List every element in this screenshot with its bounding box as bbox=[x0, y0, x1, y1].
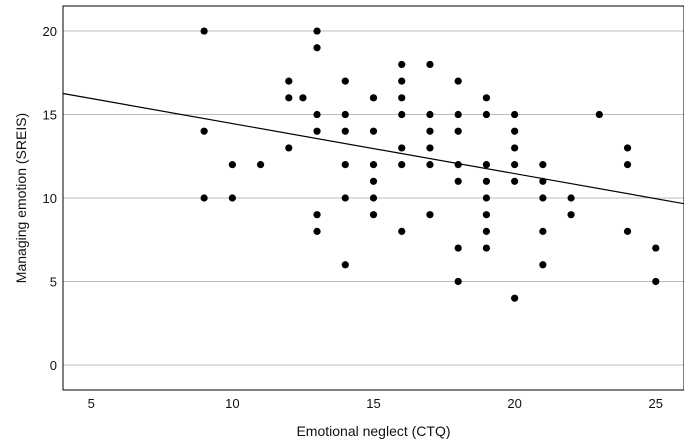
data-point bbox=[369, 161, 378, 169]
data-point bbox=[454, 77, 462, 85]
data-point bbox=[454, 277, 462, 286]
y-tick-label: 20 bbox=[43, 24, 57, 39]
data-point bbox=[511, 144, 519, 152]
data-point bbox=[426, 144, 434, 152]
data-point bbox=[313, 44, 321, 52]
data-point bbox=[200, 127, 208, 135]
data-point bbox=[482, 177, 491, 185]
data-point bbox=[454, 110, 462, 119]
data-point bbox=[285, 144, 293, 152]
data-point bbox=[285, 77, 293, 85]
data-point bbox=[511, 294, 519, 302]
data-point bbox=[369, 194, 378, 202]
data-point bbox=[454, 161, 462, 169]
data-point bbox=[369, 177, 378, 185]
data-point bbox=[341, 77, 349, 85]
data-point bbox=[539, 161, 547, 169]
data-point bbox=[285, 94, 293, 102]
data-point bbox=[341, 194, 349, 202]
data-point bbox=[482, 110, 491, 119]
data-point bbox=[539, 227, 547, 235]
fit-line-group bbox=[62, 92, 684, 205]
data-point bbox=[482, 194, 491, 202]
y-axis-label: Managing emotion (SREIS) bbox=[13, 113, 29, 283]
data-point bbox=[341, 127, 349, 135]
data-point bbox=[454, 244, 462, 252]
data-point bbox=[426, 60, 434, 69]
data-point bbox=[454, 127, 462, 135]
data-point bbox=[539, 194, 547, 202]
data-point bbox=[398, 110, 406, 119]
data-point bbox=[369, 127, 378, 135]
plot-area-frame bbox=[62, 5, 684, 391]
data-point bbox=[482, 244, 491, 252]
data-point bbox=[623, 227, 632, 235]
data-point bbox=[623, 144, 632, 152]
data-point bbox=[398, 144, 406, 152]
data-point bbox=[482, 161, 491, 169]
data-point bbox=[567, 194, 575, 202]
data-point bbox=[313, 227, 321, 235]
data-point bbox=[341, 161, 349, 169]
data-point bbox=[454, 177, 462, 185]
data-point bbox=[652, 244, 660, 252]
data-point bbox=[426, 211, 434, 219]
data-point bbox=[652, 277, 660, 286]
data-point bbox=[539, 177, 547, 185]
data-point bbox=[595, 110, 603, 119]
data-point bbox=[313, 110, 321, 119]
data-point bbox=[567, 211, 575, 219]
data-point bbox=[511, 161, 519, 169]
data-point bbox=[511, 127, 519, 135]
data-point bbox=[426, 127, 434, 135]
data-point bbox=[200, 194, 208, 202]
x-tick-label: 15 bbox=[366, 396, 380, 411]
data-point bbox=[398, 77, 406, 85]
data-point bbox=[482, 227, 491, 235]
x-axis-label: Emotional neglect (CTQ) bbox=[296, 423, 450, 439]
data-point bbox=[341, 261, 349, 269]
data-point bbox=[539, 261, 547, 269]
data-point bbox=[228, 161, 236, 169]
y-axis-ticks: 0 5 10 15 20 bbox=[43, 24, 57, 373]
y-tick-label: 10 bbox=[43, 191, 57, 206]
data-point bbox=[398, 227, 406, 235]
data-point bbox=[426, 110, 434, 119]
y-tick-label: 15 bbox=[43, 108, 57, 123]
data-point bbox=[256, 161, 265, 169]
data-point bbox=[398, 161, 406, 169]
data-points bbox=[200, 27, 660, 302]
data-point bbox=[482, 211, 491, 219]
data-point bbox=[313, 27, 321, 35]
data-point bbox=[482, 94, 491, 102]
fit-line bbox=[62, 92, 684, 205]
data-point bbox=[511, 110, 519, 119]
data-point bbox=[313, 211, 321, 219]
data-point bbox=[398, 94, 406, 102]
data-point bbox=[426, 161, 434, 169]
data-point bbox=[299, 94, 307, 102]
x-tick-label: 10 bbox=[225, 396, 239, 411]
data-point bbox=[369, 94, 378, 102]
data-point bbox=[200, 27, 208, 35]
x-tick-label: 20 bbox=[507, 396, 521, 411]
data-point bbox=[398, 60, 406, 69]
x-tick-label: 25 bbox=[649, 396, 663, 411]
data-point bbox=[623, 161, 632, 169]
y-tick-label: 0 bbox=[50, 358, 57, 373]
data-point bbox=[341, 110, 349, 119]
y-tick-label: 5 bbox=[50, 274, 57, 289]
data-point bbox=[369, 211, 378, 219]
data-point bbox=[511, 177, 519, 185]
data-point bbox=[228, 194, 236, 202]
x-tick-label: 5 bbox=[88, 396, 95, 411]
data-point bbox=[313, 127, 321, 135]
x-axis-ticks: 5 10 15 20 25 bbox=[88, 396, 663, 411]
